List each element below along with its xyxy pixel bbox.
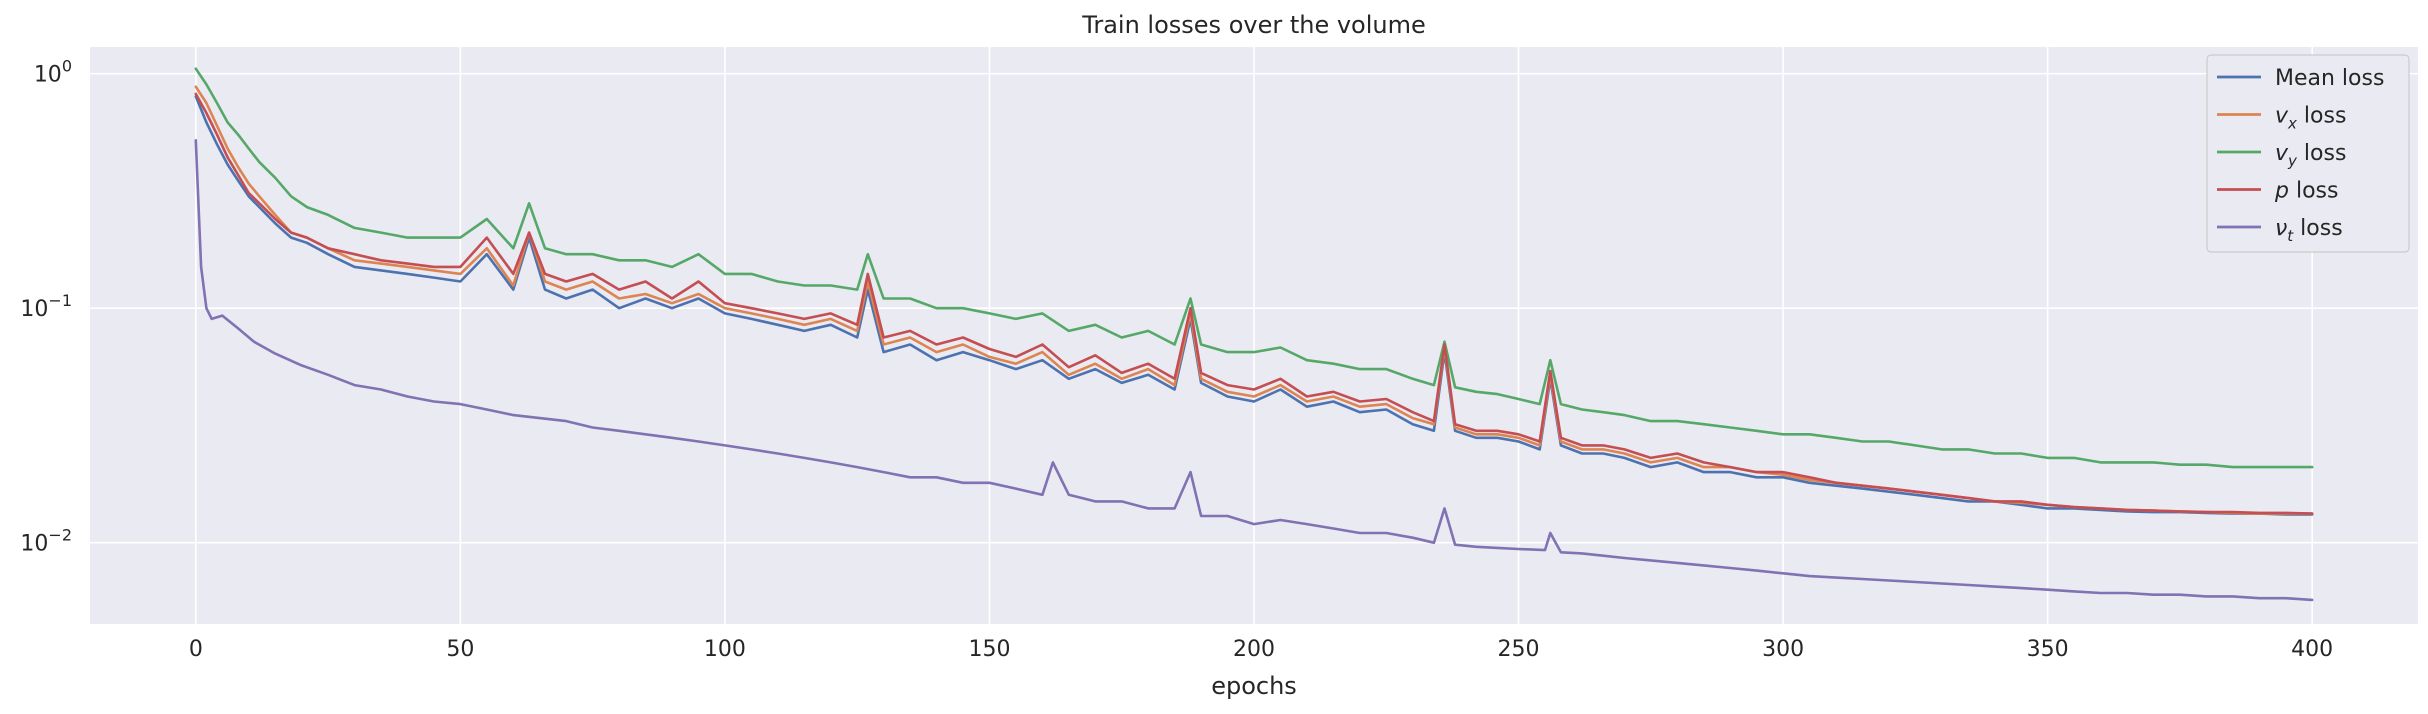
- legend-label: Mean loss: [2275, 66, 2384, 91]
- x-tick-label: 300: [1762, 637, 1804, 662]
- y-tick-label: 100: [34, 57, 72, 88]
- series-line-1: [194, 95, 2314, 516]
- legend-label: νt loss: [2275, 216, 2343, 245]
- legend-label: vy loss: [2275, 141, 2346, 170]
- legend-frame: [2206, 54, 2410, 253]
- legend: Mean loss vx loss vy loss p loss νt loss: [2206, 54, 2410, 253]
- x-axis-title: epochs: [1211, 672, 1297, 700]
- y-tick-label: 10−2: [20, 526, 72, 557]
- series-lines: [194, 67, 2314, 602]
- x-tick-label: 150: [968, 637, 1010, 662]
- x-tick-label: 250: [1498, 637, 1540, 662]
- x-tick-label: 350: [2027, 637, 2069, 662]
- x-tick-label: 100: [704, 637, 746, 662]
- series-line-3: [194, 67, 2314, 469]
- legend-label: p loss: [2274, 179, 2338, 204]
- x-tick-label: 200: [1233, 637, 1275, 662]
- series-line-5: [194, 139, 2314, 602]
- x-tick-label: 50: [446, 637, 474, 662]
- series-line-4: [194, 92, 2314, 515]
- legend-label: vx loss: [2275, 104, 2346, 133]
- x-tick-label: 0: [189, 637, 203, 662]
- y-tick-label: 10−1: [20, 291, 72, 322]
- x-tick-label: 400: [2291, 637, 2333, 662]
- x-tick-labels: 0 50 100 150 200 250 300 350 400: [189, 637, 2333, 662]
- y-tick-labels: 10−2 10−1 100: [20, 57, 72, 557]
- chart-title: Train losses over the volume: [1081, 11, 1426, 39]
